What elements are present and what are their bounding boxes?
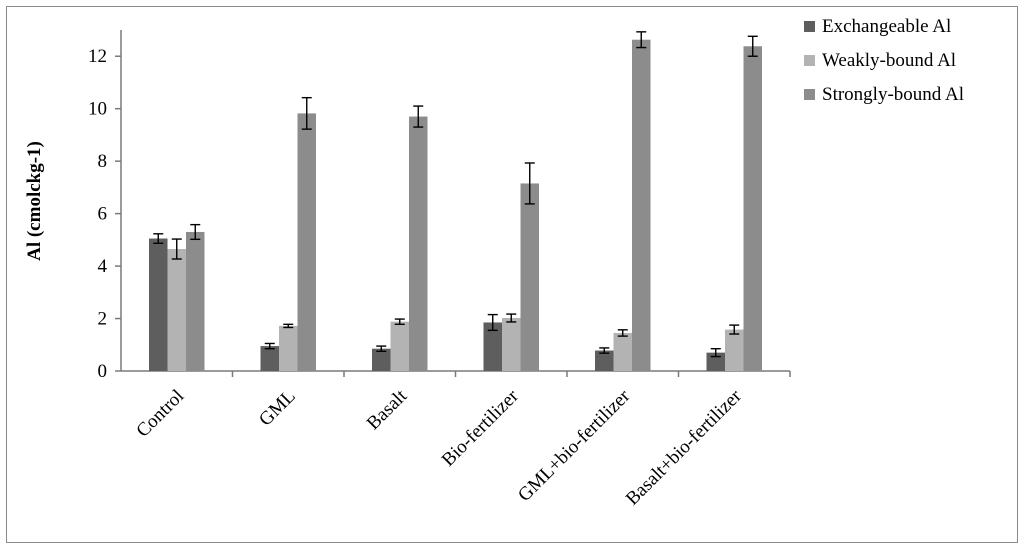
legend-swatch [804,21,815,32]
bar [743,46,762,372]
y-tick-label: 12 [88,46,107,67]
axes [115,30,791,377]
y-tick-label: 0 [98,361,108,382]
x-category-label: Control [132,386,188,442]
error-bar [171,238,182,260]
x-category-label: GML+bio-fertilizer [514,385,635,506]
error-bar [487,313,498,332]
error-bar [524,162,535,205]
bar [483,322,502,371]
y-tick-label: 4 [98,256,108,277]
x-category-label: Bio-fertilizer [438,385,523,470]
error-bar [729,324,740,335]
y-tick-label: 6 [98,204,108,225]
legend-label: Exchangeable Al [822,16,951,37]
legend-swatch [804,55,815,66]
y-axis-title: Al (cmolckg-1) [24,141,45,261]
bar [372,348,391,371]
legend: Exchangeable Al Weakly-bound Al Strongly-b… [804,16,964,105]
legend-swatch [804,89,815,100]
bar [725,329,744,371]
bar [279,325,298,371]
bar [595,350,614,371]
error-bars [153,31,758,358]
y-tick-labels: 0 2 4 6 8 10 12 [88,46,108,382]
bar [260,346,279,371]
legend-label: Strongly-bound Al [822,84,964,105]
legend-item: Weakly-bound Al [804,50,956,71]
bar [390,321,409,371]
error-bar [283,323,294,329]
x-category-label: Basalt [363,385,412,434]
error-bar [394,318,405,326]
error-bar [301,96,312,130]
bar [632,39,651,371]
bar [409,116,428,371]
y-tick-label: 8 [98,151,108,172]
y-tick-label: 2 [98,309,108,330]
bar [613,332,632,371]
bar [520,183,539,371]
bar [167,249,186,371]
error-bar [636,31,647,49]
error-bar [617,329,628,337]
legend-item: Strongly-bound Al [804,84,964,105]
error-bar [747,35,758,57]
x-category-label: GML [255,386,300,431]
legend-label: Weakly-bound Al [822,50,956,71]
error-bar [153,233,164,244]
error-bar [376,345,387,353]
bar [502,318,521,371]
legend-item: Exchangeable Al [804,16,951,37]
error-bar [599,347,610,354]
bar [149,238,168,371]
y-tick-label: 10 [88,99,107,120]
error-bar [264,342,275,350]
x-category-label: Basalt+bio-fertilizer [622,385,746,509]
category-labels: Control GML Basalt Bio-fertilizerGML+bio-fe… [132,385,746,509]
bar [297,113,316,371]
bars [149,39,762,372]
error-bar [710,348,721,358]
bar [186,231,205,371]
error-bar [190,223,201,241]
error-bar [413,105,424,128]
error-bar [506,313,517,323]
